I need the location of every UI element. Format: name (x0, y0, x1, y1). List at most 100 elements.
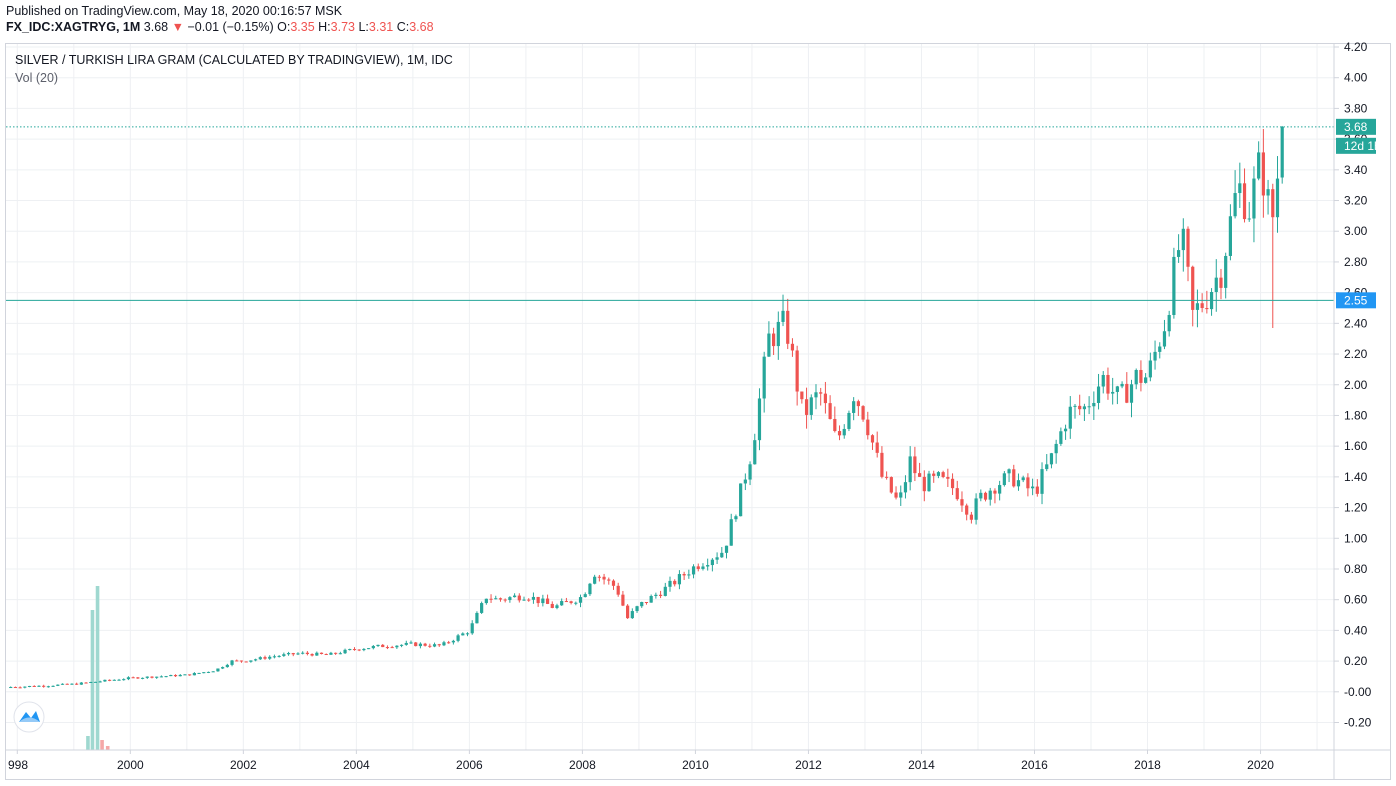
candle-body (772, 333, 776, 347)
y-tick-label: 1.60 (1344, 439, 1368, 453)
candle-body (310, 654, 314, 656)
candle-body (249, 660, 253, 662)
candle-body (635, 606, 639, 612)
candle-body (37, 685, 41, 687)
candle-body (983, 492, 988, 500)
candle-body (748, 464, 752, 480)
candle-body (385, 647, 390, 649)
candle-body (706, 565, 710, 567)
candle-body (1134, 369, 1138, 385)
candle-body (757, 398, 762, 441)
candle-body (277, 655, 281, 657)
candle-body (658, 594, 663, 596)
price-change: −0.01 (−0.15%) (187, 20, 274, 34)
candle-body (348, 649, 352, 651)
candle-body (512, 595, 517, 598)
candle-body (979, 492, 983, 499)
candle-body (941, 472, 945, 477)
open-label: O: (277, 20, 291, 34)
candle-body (334, 652, 338, 654)
candle-body (46, 686, 50, 688)
x-tick-label: 2008 (569, 758, 596, 772)
candle-body (56, 684, 60, 686)
candle-body (263, 657, 267, 659)
candle-body (828, 403, 832, 419)
candle-body (1101, 374, 1105, 387)
x-tick-label: 2006 (456, 758, 483, 772)
y-tick-label: 2.20 (1344, 347, 1368, 361)
candle-body (136, 677, 140, 679)
candle-body (362, 648, 366, 651)
candle-body (593, 576, 597, 584)
candle-body (169, 675, 173, 677)
y-tick-label: 4.00 (1344, 71, 1368, 85)
candle-body (508, 597, 512, 601)
candle-body (357, 649, 361, 651)
candle-body (1266, 189, 1270, 196)
candle-body (1059, 431, 1063, 444)
candle-body (1049, 453, 1054, 465)
candle-body (1224, 255, 1228, 288)
candle-body (809, 397, 813, 415)
candle-body (1111, 391, 1115, 394)
last-price: 3.68 (143, 20, 169, 34)
candle-body (1002, 473, 1006, 486)
high-label: H: (318, 20, 331, 34)
y-tick-label: 1.40 (1344, 470, 1368, 484)
candle-body (1054, 443, 1058, 454)
countdown-label: 12d 1h (1344, 139, 1381, 153)
candle-body (626, 605, 630, 619)
candle-body (70, 683, 74, 685)
candle-body (781, 310, 785, 322)
grid-lines (6, 44, 1334, 750)
candle-body (1016, 480, 1021, 487)
volume-bar (86, 736, 90, 750)
candle-body (1073, 405, 1077, 407)
y-tick-label: 3.00 (1344, 224, 1368, 238)
candle-body (211, 671, 215, 673)
chart-frame[interactable] (5, 43, 1391, 780)
candle-body (1021, 477, 1025, 481)
candle-body (1242, 183, 1247, 220)
y-tick-label: 1.00 (1344, 531, 1368, 545)
candle-body (1228, 216, 1232, 256)
candle-body (484, 598, 488, 604)
candle-body (465, 633, 470, 635)
candle-body (899, 492, 903, 498)
candle-body (564, 601, 568, 603)
y-tick-label: 3.40 (1344, 163, 1368, 177)
tradingview-logo-icon[interactable] (13, 701, 45, 733)
candle-body (786, 310, 790, 344)
candle-body (531, 596, 536, 600)
candle-body (329, 652, 333, 655)
candle-body (225, 664, 229, 668)
candle-body (715, 557, 719, 560)
candle-body (668, 580, 672, 587)
candle-body (969, 514, 973, 520)
candle-body (743, 479, 747, 484)
candle-body (842, 428, 846, 436)
y-tick-label: 1.80 (1344, 408, 1368, 422)
candle-body (823, 393, 828, 404)
candle-body (1096, 386, 1101, 403)
candle-body (1200, 303, 1204, 309)
chart-title: SILVER / TURKISH LIRA GRAM (CALCULATED B… (15, 53, 453, 67)
y-tick-label: -0.20 (1344, 716, 1372, 730)
candle-body (60, 683, 65, 685)
y-tick-label: 0.40 (1344, 623, 1368, 637)
candle-body (192, 673, 196, 676)
candle-body (687, 574, 691, 576)
volume-bar (90, 610, 95, 750)
candle-body (1092, 402, 1096, 407)
candle-body (677, 574, 682, 585)
down-arrow-icon: ▼ (171, 20, 184, 34)
close-label: C: (396, 20, 410, 34)
candle-body (522, 599, 526, 601)
candle-body (503, 599, 507, 601)
candle-body (1162, 331, 1167, 347)
candle-body (654, 594, 658, 596)
candle-body (103, 679, 107, 682)
candle-body (239, 660, 244, 662)
candle-body (399, 644, 404, 646)
